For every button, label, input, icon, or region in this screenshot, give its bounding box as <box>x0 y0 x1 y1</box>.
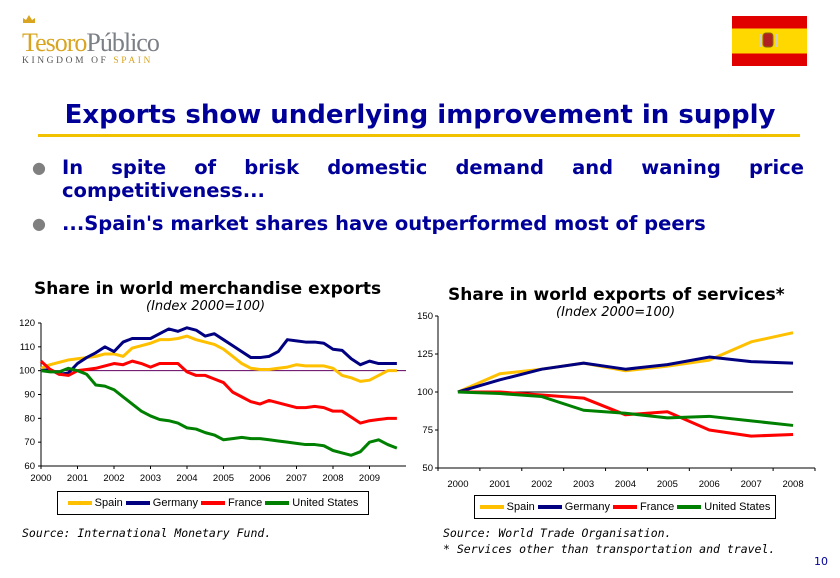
chart-legend: Spain Germany France United States <box>57 491 369 515</box>
page-number: 10 <box>814 555 828 568</box>
y-tick-label: 60 <box>24 461 35 472</box>
legend-label: Spain <box>94 497 123 509</box>
bullet-text: In spite of brisk domestic demand and wa… <box>62 156 804 202</box>
y-tick-label: 80 <box>24 413 35 424</box>
page-title: Exports show underlying improvement in s… <box>64 100 776 130</box>
logo-sub: SPAIN <box>113 56 154 66</box>
legend-label: United States <box>704 501 771 513</box>
x-tick-label: 2003 <box>140 473 161 484</box>
legend-swatch <box>613 505 638 509</box>
y-tick-label: 110 <box>20 342 35 353</box>
legend-label: Germany <box>152 497 199 509</box>
legend-swatch <box>479 505 504 509</box>
x-tick-label: 2002 <box>103 473 124 484</box>
logo-text: Tesoro <box>22 28 87 57</box>
chart-title: Share in world merchandise exports <box>34 279 382 299</box>
chart-subtitle: (Index 2000=100) <box>556 305 676 320</box>
legend-swatch <box>201 501 226 505</box>
legend-label: Spain <box>506 501 535 513</box>
y-tick-label: 70 <box>24 437 35 448</box>
legend-swatch <box>677 505 702 509</box>
legend-label: United States <box>292 497 359 509</box>
y-tick-label: 90 <box>24 390 35 401</box>
legend-swatch <box>265 501 290 505</box>
chart-subtitle: (Index 2000=100) <box>146 299 266 314</box>
x-tick-label: 2007 <box>286 473 307 484</box>
bullet-item: ● In spite of brisk domestic demand and w… <box>32 156 804 202</box>
source-note: Source: World Trade Organisation. <box>443 526 672 540</box>
y-tick-label: 120 <box>19 318 35 329</box>
x-tick-label: 2006 <box>249 473 270 484</box>
logo-text: Público <box>86 28 159 57</box>
bullet-item: ● ...Spain's market shares have outperfor… <box>32 212 804 235</box>
series-line-germany <box>40 326 397 376</box>
x-tick-label: 2004 <box>176 473 197 484</box>
title-divider <box>38 134 800 137</box>
logo: TesoroPúblico <box>22 28 160 58</box>
x-tick-label: 2000 <box>30 473 51 484</box>
bullet-icon: ● <box>32 214 46 233</box>
series-line-france <box>39 359 397 425</box>
x-tick-label: 2001 <box>67 473 88 484</box>
legend-swatch <box>537 505 562 509</box>
series-line-united-states <box>40 366 398 457</box>
chart-legend: Spain Germany France United States <box>474 495 776 519</box>
spain-flag-icon <box>732 16 807 66</box>
logo-sub: KINGDOM OF <box>22 56 114 66</box>
legend-label: Germany <box>564 501 611 513</box>
x-tick-label: 2005 <box>213 473 234 484</box>
crown-icon <box>23 15 35 23</box>
logo-subtitle: KINGDOM OF SPAIN <box>22 56 153 66</box>
legend-label: France <box>228 497 263 509</box>
x-tick-label: 2009 <box>359 473 380 484</box>
bullet-text: ...Spain's market shares have outperform… <box>62 212 706 235</box>
bullet-icon: ● <box>32 158 46 177</box>
series-line-spain <box>40 334 397 383</box>
source-note: Source: International Monetary Fund. <box>22 526 272 540</box>
x-tick-label: 2008 <box>322 473 343 484</box>
legend-swatch <box>125 501 150 505</box>
footnote: * Services other than transportation and… <box>443 542 776 556</box>
y-tick-label: 100 <box>19 366 35 377</box>
legend-label: France <box>640 501 675 513</box>
legend-swatch <box>67 501 92 505</box>
chart-title: Share in world exports of services* <box>448 285 785 305</box>
